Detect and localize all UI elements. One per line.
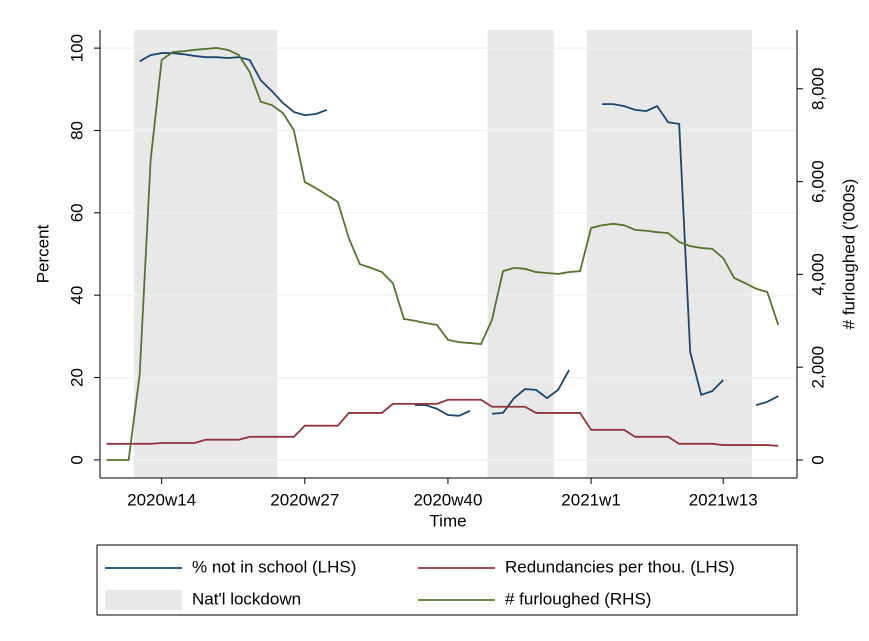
series-line — [106, 398, 779, 447]
x-tick-label: 2020w40 — [413, 490, 482, 509]
legend-swatch — [105, 590, 182, 610]
lockdown-shade — [134, 30, 278, 478]
legend-label: Redundancies per thou. (LHS) — [505, 557, 735, 576]
y-tick-label: 100 — [67, 34, 86, 62]
y2-tick-label: 4,000 — [808, 253, 827, 296]
y-axis-title: Percent — [33, 224, 52, 283]
series-line — [139, 52, 779, 417]
y-tick-label: 0 — [67, 455, 86, 464]
x-tick-label: 2021w13 — [689, 490, 758, 509]
y2-tick-label: 2,000 — [808, 346, 827, 389]
y-tick-label: 20 — [67, 368, 86, 387]
y2-tick-label: 6,000 — [808, 160, 827, 203]
legend-label: Nat'l lockdown — [192, 589, 301, 608]
legend-label: # furloughed (RHS) — [505, 589, 651, 608]
y2-tick-label: 8,000 — [808, 68, 827, 111]
legend-label: % not in school (LHS) — [192, 557, 356, 576]
lockdown-shade — [586, 30, 752, 478]
x-tick-label: 2020w14 — [127, 490, 196, 509]
lockdown-shade — [487, 30, 554, 478]
legend-box — [96, 544, 798, 616]
x-tick-label: 2021w1 — [561, 490, 621, 509]
x-tick-label: 2020w27 — [270, 490, 339, 509]
y2-axis-title: # furloughed ('000s) — [839, 179, 858, 330]
x-axis-title: Time — [429, 511, 466, 530]
y-tick-label: 80 — [67, 121, 86, 140]
y-tick-label: 60 — [67, 203, 86, 222]
y-tick-label: 40 — [67, 286, 86, 305]
y2-tick-label: 0 — [808, 455, 827, 464]
series-line — [106, 47, 780, 461]
